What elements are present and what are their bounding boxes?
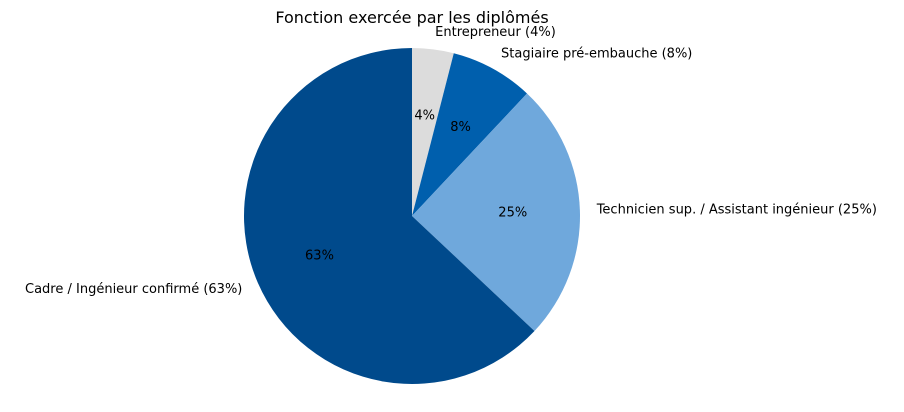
pie-slice-4-0 bbox=[412, 48, 454, 216]
pie-slices bbox=[243, 48, 580, 384]
pie-slice-label: Cadre / Ingénieur confirmé (63%) bbox=[25, 282, 242, 297]
pie-percent-label: 4% bbox=[414, 108, 435, 123]
pie-percent-labels: 4% 8% 25% 63% bbox=[305, 108, 527, 263]
pie-outer-labels: Entrepreneur (4%) Stagiaire pré-embauche … bbox=[25, 25, 877, 297]
pie-slice-label: Stagiaire pré-embauche (8%) bbox=[501, 47, 692, 62]
pie-slice-63-3 bbox=[243, 48, 535, 384]
pie-percent-label: 25% bbox=[498, 205, 527, 220]
pie-slice-label: Entrepreneur (4%) bbox=[435, 25, 556, 40]
pie-slice-25-2 bbox=[412, 93, 580, 331]
pie-percent-label: 8% bbox=[450, 120, 471, 135]
pie-slice-8-1 bbox=[412, 53, 527, 216]
chart-title: Fonction exercée par les diplômés bbox=[275, 8, 548, 27]
pie-slice-label: Technicien sup. / Assistant ingénieur (2… bbox=[596, 203, 877, 218]
pie-percent-label: 63% bbox=[305, 249, 334, 264]
